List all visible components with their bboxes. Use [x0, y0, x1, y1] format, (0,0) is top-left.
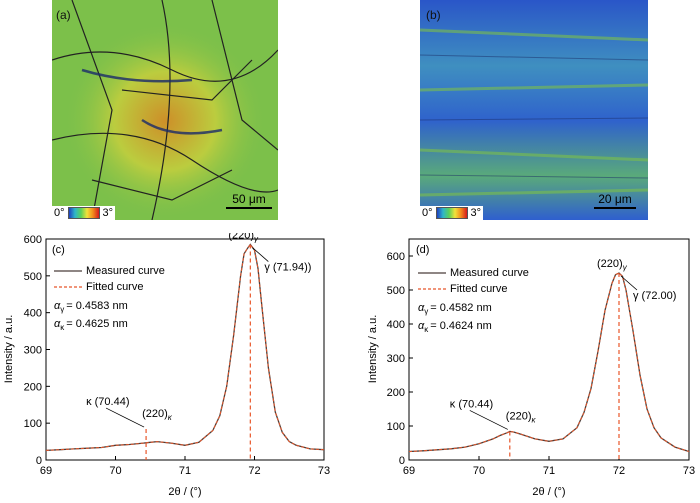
misorientation-map-b [420, 0, 648, 220]
chart-c-xtick-label: 73 [318, 465, 330, 477]
chart-d-xtick-label: 73 [683, 465, 695, 477]
chart-c-label: (c) [52, 244, 65, 256]
chart-d-ytick-label: 500 [387, 285, 405, 297]
map-a-colorbar: 0° 3° [52, 206, 116, 220]
map-a-cbar-gradient [67, 207, 100, 219]
chart-c-gamma-label: γ (71.94)) [264, 262, 311, 274]
chart-d-ytick-label: 100 [387, 421, 405, 433]
chart-d-ytick-label: 0 [399, 455, 405, 467]
chart-c-ytick-label: 400 [24, 308, 42, 320]
chart-d-annotations: (220)κ κ (70.44) (220)γ γ (72.00) [450, 258, 676, 460]
chart-c-xtick-label: 70 [109, 465, 121, 477]
map-a-scale-text: 50 μm [232, 192, 266, 206]
chart-c-xtick-label: 71 [179, 465, 191, 477]
map-b-scale-text: 20 μm [598, 192, 632, 206]
chart-c-marks [45, 243, 325, 452]
chart-d-marks [408, 272, 690, 453]
chart-c-ytick-label: 600 [24, 234, 42, 246]
chart-d-peak-hkl: (220)γ [597, 258, 628, 272]
chart-d-xtick-label: 70 [473, 465, 485, 477]
map-a-label: (a) [56, 8, 71, 22]
chart-c-legend-fitted: Fitted curve [86, 281, 143, 293]
chart-c-xtick-label: 72 [248, 465, 260, 477]
chart-d-kappa-label: κ (70.44) [450, 398, 493, 410]
chart-c-gamma-arrow [252, 247, 269, 262]
chart-d-yticks: 0 100 200 300 400 500 600 [387, 251, 413, 467]
chart-d-peak-hkl: (220)κ [506, 410, 537, 424]
chart-d-label: (d) [416, 244, 429, 256]
chart-c-ytick-label: 200 [24, 381, 42, 393]
chart-c-ylabel: Intensity / a.u. [3, 315, 15, 383]
chart-d-ytick-label: 300 [387, 353, 405, 365]
chart-d-xticks: 69 70 71 72 73 [403, 456, 695, 477]
map-b-image [420, 0, 648, 220]
chart-c-ytick-label: 500 [24, 271, 42, 283]
chart-c-kappa-arrow [105, 407, 145, 428]
chart-c-xtick-label: 69 [40, 465, 52, 477]
chart-d-legend-fitted: Fitted curve [450, 283, 507, 295]
chart-c-param-kappa: ακ = 0.4625 nm [54, 318, 128, 332]
chart-c-peak-hkl: (220)γ [228, 233, 259, 244]
map-b-scalebar: 20 μm [594, 192, 636, 209]
chart-c-ytick-label: 0 [36, 455, 42, 467]
chart-d-ylabel: Intensity / a.u. [367, 315, 379, 383]
map-b-colorbar: 0° 3° [420, 206, 484, 220]
chart-c-kappa-label: κ (70.44) [86, 396, 129, 408]
chart-c-peak-hkl: (220)κ [142, 408, 173, 422]
chart-c-annotations: (220)κ κ (70.44) (220)γ γ (71.94)) [86, 233, 311, 460]
map-a-cbar-max: 3° [102, 207, 114, 219]
chart-d-param-kappa: ακ = 0.4624 nm [418, 320, 492, 334]
chart-c-series-measured-line [45, 243, 325, 452]
chart-d-ytick-label: 200 [387, 387, 405, 399]
chart-d-param-gamma: αγ = 0.4582 nm [418, 302, 492, 316]
chart-c-legend-measured: Measured curve [86, 265, 165, 277]
chart-c-xlabel: 2θ / (°) [168, 486, 201, 498]
map-a-scalebar: 50 μm [226, 192, 272, 209]
chart-d-kappa-arrow [469, 410, 508, 430]
map-b-label: (b) [426, 8, 441, 22]
xrd-chart-d: (d) 69 70 71 72 73 0 100 200 300 400 500 600 2θ / … [367, 238, 695, 498]
chart-c-param-gamma: αγ = 0.4583 nm [54, 300, 128, 314]
chart-d-xtick-label: 69 [403, 465, 415, 477]
map-b-cbar-max: 3° [470, 207, 482, 219]
chart-d-legend-measured: Measured curve [450, 267, 529, 279]
chart-d-series-fitted-line [408, 272, 690, 452]
map-a-image [52, 0, 278, 220]
chart-d-ytick-label: 600 [387, 251, 405, 263]
map-b-cbar-min: 0° [422, 207, 433, 219]
chart-d-gamma-label: γ (72.00) [633, 290, 676, 302]
chart-c-ytick-label: 300 [24, 345, 42, 357]
chart-d-xtick-label: 71 [543, 465, 555, 477]
misorientation-map-a [52, 0, 278, 220]
xrd-chart-c: (c) 69 70 71 72 73 0 100 200 300 400 500 600 2θ / … [3, 233, 330, 498]
map-b-cbar-gradient [435, 207, 468, 219]
chart-d-gamma-arrow [620, 275, 638, 291]
chart-c-ytick-label: 100 [24, 418, 42, 430]
chart-d-xtick-label: 72 [613, 465, 625, 477]
chart-c-xticks: 69 70 71 72 73 [40, 456, 330, 477]
chart-d-xlabel: 2θ / (°) [532, 486, 565, 498]
chart-d-ytick-label: 400 [387, 319, 405, 331]
map-a-cbar-min: 0° [54, 207, 65, 219]
chart-c-yticks: 0 100 200 300 400 500 600 [24, 234, 50, 467]
